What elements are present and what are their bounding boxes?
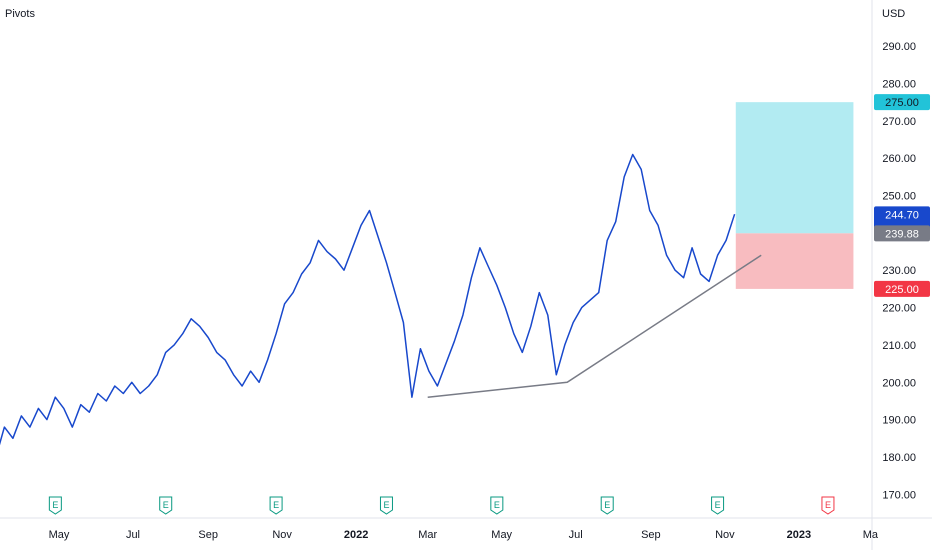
earnings-badge-icon	[490, 496, 504, 515]
trendline-group	[427, 254, 762, 398]
earnings-badge-icon	[48, 496, 62, 515]
price-tag-label: 244.70	[885, 209, 919, 221]
earnings-label: E	[494, 500, 500, 510]
earnings-label: E	[825, 500, 831, 510]
time-tick-label: 2023	[787, 529, 811, 541]
price-tick-label: 170.00	[882, 489, 916, 501]
earnings-marker-6: E	[711, 496, 725, 515]
price-tag-label: 225.00	[885, 284, 919, 296]
earnings-badge-icon	[600, 496, 614, 515]
earnings-marker-0: E	[48, 496, 62, 515]
earnings-label: E	[383, 500, 389, 510]
price-tag-3: 225.00	[874, 280, 930, 297]
earnings-label: E	[604, 500, 610, 510]
price-tick-label: 270.00	[882, 116, 916, 128]
currency-label[interactable]: USD	[882, 8, 906, 20]
time-tick-label: Mar	[418, 529, 437, 541]
price-tick-label: 230.00	[882, 265, 916, 277]
price-tick-label: 220.00	[882, 303, 916, 315]
earnings-marker-4: E	[490, 496, 504, 515]
price-tag-label: 239.88	[885, 228, 919, 240]
time-tick-label: Jul	[569, 529, 583, 541]
position-tool	[735, 102, 854, 289]
time-tick-label: Jul	[126, 529, 140, 541]
earnings-marker-3: E	[379, 496, 393, 515]
price-tag-bg	[874, 94, 930, 111]
time-tick-label: May	[49, 529, 70, 541]
earnings-badge-icon	[269, 496, 283, 515]
indicator-title[interactable]: Pivots	[5, 8, 35, 20]
time-tick-label: 2022	[344, 529, 368, 541]
earnings-label: E	[163, 500, 169, 510]
earnings-label: E	[273, 500, 279, 510]
trendline	[427, 254, 762, 398]
price-tag-2: 239.88	[874, 225, 930, 242]
price-line-series-0	[0, 153, 736, 446]
earnings-badge-icon	[711, 496, 725, 515]
price-tag-0: 275.00	[874, 94, 930, 111]
price-tick-label: 210.00	[882, 340, 916, 352]
time-tick-label: Nov	[715, 529, 735, 541]
price-tick-label: 250.00	[882, 191, 916, 203]
earnings-badge-icon	[821, 496, 835, 515]
earnings-marker-5: E	[600, 496, 614, 515]
series-group	[0, 153, 736, 446]
price-tick-label: 200.00	[882, 377, 916, 389]
price-tick-label: 190.00	[882, 415, 916, 427]
target-zone	[735, 102, 854, 234]
price-tick-label: 280.00	[882, 78, 916, 90]
earnings-marker-1: E	[159, 496, 173, 515]
stop-zone	[735, 233, 854, 289]
price-tag-bg	[874, 225, 930, 242]
price-tick-label: 260.00	[882, 153, 916, 165]
price-tag-bg	[874, 280, 930, 297]
earnings-marker-7: E	[821, 496, 835, 515]
earnings-label: E	[715, 500, 721, 510]
price-tag-label: 275.00	[885, 97, 919, 109]
price-tick-label: 290.00	[882, 41, 916, 53]
time-tick-label: Nov	[272, 529, 292, 541]
time-tick-label: May	[491, 529, 512, 541]
time-tick-label: Sep	[641, 529, 661, 541]
earnings-marker-2: E	[269, 496, 283, 515]
time-tick-label: Sep	[198, 529, 218, 541]
time-tick-label: Ma	[863, 529, 879, 541]
price-tick-label: 180.00	[882, 452, 916, 464]
earnings-badge-icon	[379, 496, 393, 515]
earnings-badge-icon	[159, 496, 173, 515]
earnings-label: E	[52, 500, 58, 510]
